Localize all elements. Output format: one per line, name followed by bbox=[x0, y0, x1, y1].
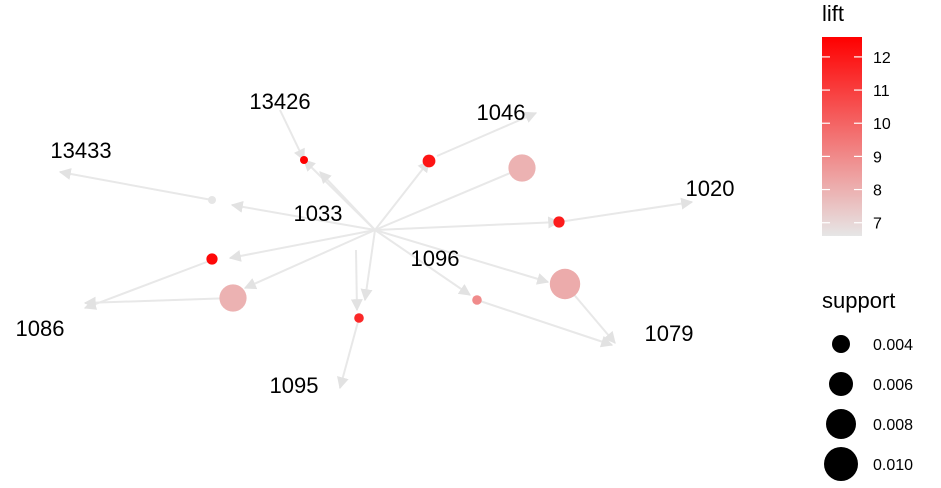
rule-node-8[interactable] bbox=[549, 268, 581, 300]
rule-node-9[interactable] bbox=[472, 295, 482, 305]
item-label-1033: 1033 bbox=[294, 201, 343, 226]
rule-node-4[interactable] bbox=[206, 253, 218, 265]
edge-8 bbox=[230, 200, 376, 231]
lift-tick-8: 8 bbox=[873, 183, 882, 200]
edge-3 bbox=[436, 111, 538, 157]
edge-19 bbox=[476, 299, 614, 348]
rule-node-2[interactable] bbox=[422, 154, 436, 168]
edge-6 bbox=[558, 197, 694, 223]
rule-node-layer bbox=[206, 154, 581, 323]
item-label-1020: 1020 bbox=[686, 176, 735, 201]
item-label-1079: 1079 bbox=[645, 321, 694, 346]
item-label-1096: 1096 bbox=[411, 246, 460, 271]
lift-legend: lift 12 11 10 9 8 7 bbox=[822, 1, 891, 236]
support-tick-0.010: 0.010 bbox=[873, 457, 913, 474]
lift-legend-title: lift bbox=[822, 1, 844, 26]
rule-node-3[interactable] bbox=[553, 216, 565, 228]
edge-2 bbox=[374, 160, 430, 231]
support-key-0.008 bbox=[826, 409, 856, 439]
edge-17 bbox=[374, 229, 550, 285]
support-key-0.004 bbox=[832, 335, 850, 353]
item-label-1095: 1095 bbox=[270, 373, 319, 398]
edge-16 bbox=[374, 229, 471, 296]
item-label-13433: 13433 bbox=[50, 138, 111, 163]
support-legend-title: support bbox=[822, 288, 895, 313]
rule-node-5[interactable] bbox=[354, 313, 364, 323]
item-label-13426: 13426 bbox=[249, 89, 310, 114]
rule-node-6[interactable] bbox=[508, 154, 536, 182]
edge-13 bbox=[243, 229, 376, 290]
support-key-0.010 bbox=[824, 447, 858, 481]
lift-colorbar bbox=[822, 37, 862, 236]
edge-12 bbox=[83, 296, 234, 309]
edge-layer bbox=[58, 109, 694, 390]
item-label-1046: 1046 bbox=[477, 100, 526, 125]
edge-7 bbox=[58, 168, 213, 201]
item-label-1086: 1086 bbox=[16, 316, 65, 341]
lift-tick-10: 10 bbox=[873, 116, 891, 133]
edge-0 bbox=[279, 109, 305, 162]
rule-node-7[interactable] bbox=[219, 284, 247, 312]
edge-14 bbox=[360, 229, 376, 302]
edge-11 bbox=[83, 259, 213, 310]
lift-tick-11: 11 bbox=[873, 83, 890, 100]
item-label-layer: 13426 1046 13433 1020 1033 1096 1086 107… bbox=[16, 89, 735, 398]
edge-4 bbox=[374, 166, 524, 231]
edge-20 bbox=[337, 317, 360, 390]
support-tick-0.008: 0.008 bbox=[873, 417, 913, 434]
support-key-0.006 bbox=[829, 372, 853, 396]
lift-tick-12: 12 bbox=[873, 50, 891, 67]
support-legend: support 0.004 0.006 0.008 0.010 bbox=[822, 288, 913, 481]
support-tick-0.006: 0.006 bbox=[873, 377, 913, 394]
lift-tick-9: 9 bbox=[873, 149, 882, 166]
rule-node-0[interactable] bbox=[208, 196, 216, 204]
edge-9 bbox=[228, 229, 376, 262]
lift-tick-7: 7 bbox=[873, 216, 882, 233]
edge-10 bbox=[319, 171, 376, 231]
edge-15 bbox=[350, 249, 363, 312]
rule-node-1[interactable] bbox=[300, 156, 308, 164]
edge-5 bbox=[374, 216, 561, 231]
support-tick-0.004: 0.004 bbox=[873, 337, 913, 354]
